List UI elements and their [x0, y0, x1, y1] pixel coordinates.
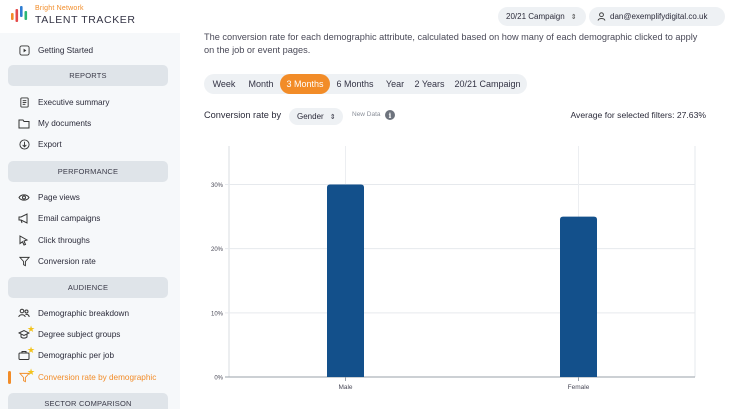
user-email: dan@exemplifydigital.co.uk — [610, 12, 708, 21]
top-header: Bright Network TALENT TRACKER 20/21 Camp… — [0, 0, 731, 33]
active-indicator — [8, 371, 11, 384]
info-icon[interactable]: i — [385, 110, 395, 120]
section-reports: REPORTS — [8, 65, 168, 86]
conversion-rate-label: Conversion rate by — [204, 110, 282, 120]
filter-icon — [18, 371, 30, 383]
demographic-select-value: Gender — [297, 112, 324, 121]
sidebar-item-label: Getting Started — [38, 45, 94, 55]
sidebar: Getting Started REPORTS Executive summar… — [0, 33, 180, 409]
period-tab-label: 3 Months — [286, 79, 324, 89]
filter-icon — [18, 255, 30, 267]
sidebar-item-label: Demographic per job — [38, 350, 115, 360]
period-tab-week[interactable]: Week — [207, 74, 241, 94]
briefcase-icon — [18, 349, 30, 361]
period-tab-6-months[interactable]: 6 Months — [332, 74, 378, 94]
section-sector-comparison: SECTOR COMPARISON — [8, 393, 168, 409]
sort-arrows-icon: ⇕ — [329, 113, 336, 121]
download-circle-icon — [18, 138, 30, 150]
sort-arrows-icon: ⇕ — [570, 13, 577, 21]
cursor-icon — [18, 234, 30, 246]
period-tab-campaign[interactable]: 20/21 Campaign — [450, 74, 525, 94]
page-description: The conversion rate for each demographic… — [204, 32, 698, 55]
sidebar-item-label: Click throughs — [38, 235, 90, 245]
user-menu[interactable]: dan@exemplifydigital.co.uk — [589, 7, 725, 26]
section-audience: AUDIENCE — [8, 277, 168, 298]
period-tab-month[interactable]: Month — [243, 74, 279, 94]
period-tab-3-months[interactable]: 3 Months — [280, 74, 330, 94]
sidebar-item-label: Email campaigns — [38, 213, 101, 223]
period-tab-year[interactable]: Year — [380, 74, 410, 94]
period-tab-label: 20/21 Campaign — [454, 79, 521, 89]
sidebar-item-label: Page views — [38, 192, 80, 202]
sidebar-item-label: Demographic breakdown — [38, 308, 130, 318]
app-title: TALENT TRACKER — [35, 14, 136, 26]
average-summary: Average for selected filters: 27.63% — [570, 110, 706, 120]
sidebar-item-demographic-breakdown[interactable]: Demographic breakdown — [0, 303, 180, 323]
period-tab-label: 2 Years — [414, 79, 445, 89]
eye-icon — [18, 191, 30, 203]
new-star-icon: ★ — [27, 345, 36, 355]
brand-name-small: Bright Network — [35, 5, 84, 12]
conversion-bar-chart: 0% 10% 20% 30% Male Female — [211, 146, 696, 391]
play-square-icon — [18, 44, 30, 56]
sidebar-item-export[interactable]: Export — [0, 134, 180, 154]
users-icon — [18, 307, 30, 319]
sidebar-item-label: Executive summary — [38, 97, 110, 107]
folder-icon — [18, 117, 30, 129]
x-tick-label: Female — [568, 384, 590, 391]
campaign-select-value: 20/21 Campaign — [506, 12, 565, 21]
section-performance: PERFORMANCE — [8, 161, 168, 182]
period-tab-label: Week — [212, 79, 236, 89]
sidebar-item-email-campaigns[interactable]: Email campaigns — [0, 208, 180, 228]
sidebar-item-label: Degree subject groups — [38, 329, 121, 339]
sidebar-item-demographic-per-job[interactable]: ★ Demographic per job — [0, 345, 180, 365]
period-tab-label: 6 Months — [336, 79, 374, 89]
brand-logo-icon — [11, 6, 28, 22]
y-tick-label: 0% — [214, 376, 223, 382]
period-tab-label: Year — [385, 79, 405, 89]
bar-male — [327, 184, 364, 377]
sidebar-item-degree-subject-groups[interactable]: ★ Degree subject groups — [0, 324, 180, 344]
demographic-select[interactable]: Gender ⇕ — [289, 108, 343, 125]
sidebar-item-click-throughs[interactable]: Click throughs — [0, 230, 180, 250]
period-tab-label: Month — [248, 79, 274, 89]
document-icon — [18, 96, 30, 108]
sidebar-item-page-views[interactable]: Page views — [0, 187, 180, 207]
x-tick-label: Male — [338, 384, 352, 391]
sidebar-item-label: Conversion rate by demographic — [38, 372, 157, 382]
graduation-cap-icon — [18, 328, 30, 340]
y-tick-label: 10% — [211, 311, 224, 317]
sidebar-item-executive-summary[interactable]: Executive summary — [0, 92, 180, 112]
sidebar-item-label: Export — [38, 139, 62, 149]
y-tick-label: 20% — [211, 247, 224, 253]
user-icon — [597, 12, 606, 21]
sidebar-item-getting-started[interactable]: Getting Started — [0, 40, 180, 60]
new-star-icon: ★ — [27, 324, 36, 334]
sidebar-item-conversion-rate[interactable]: Conversion rate — [0, 251, 180, 271]
megaphone-icon — [18, 212, 30, 224]
new-star-icon: ★ — [27, 367, 36, 377]
conversion-chart: 0% 10% 20% 30% Male Female — [195, 140, 705, 400]
sidebar-item-conversion-rate-by-demographic[interactable]: ★ Conversion rate by demographic — [0, 367, 180, 387]
period-tab-2-years[interactable]: 2 Years — [411, 74, 448, 94]
campaign-select[interactable]: 20/21 Campaign ⇕ — [498, 7, 586, 26]
sidebar-item-label: Conversion rate — [38, 256, 96, 266]
y-tick-label: 30% — [211, 183, 224, 189]
bar-female — [560, 216, 597, 377]
sidebar-item-label: My documents — [38, 118, 92, 128]
sidebar-item-my-documents[interactable]: My documents — [0, 113, 180, 133]
new-data-label: New Data — [352, 111, 381, 118]
